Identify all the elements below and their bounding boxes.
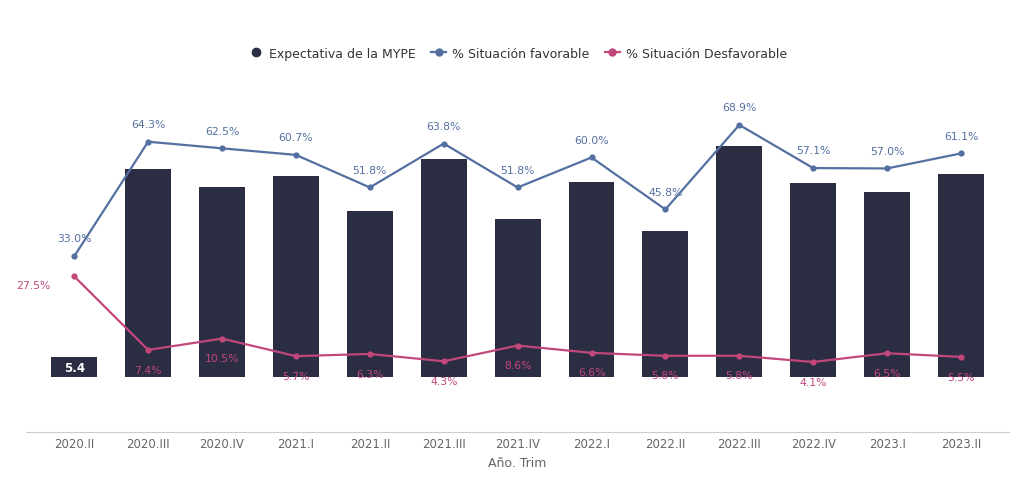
Bar [938, 174, 984, 377]
Bar [347, 211, 393, 377]
Text: 6.3%: 6.3% [356, 369, 384, 379]
Text: 62.5%: 62.5% [205, 126, 240, 136]
Text: 5.5%: 5.5% [947, 372, 975, 382]
Text: 5.8%: 5.8% [726, 371, 753, 380]
Text: 8.6%: 8.6% [504, 361, 531, 370]
Text: 5.7%: 5.7% [283, 371, 309, 381]
Text: 60.7%: 60.7% [279, 133, 313, 143]
Text: 10.5%: 10.5% [205, 353, 240, 363]
Bar [568, 182, 614, 377]
Bar [273, 176, 318, 377]
Bar [421, 160, 467, 377]
Text: 7.4%: 7.4% [134, 365, 162, 375]
Text: 57.0%: 57.0% [869, 146, 904, 156]
Bar [495, 219, 541, 377]
Text: 63.8%: 63.8% [427, 121, 461, 132]
Text: 5.8%: 5.8% [651, 371, 679, 380]
Text: 68.9%: 68.9% [722, 103, 757, 113]
Bar [51, 358, 97, 377]
Text: 6.5%: 6.5% [873, 368, 901, 378]
Text: 4.3%: 4.3% [430, 376, 458, 386]
Bar [642, 231, 688, 377]
Bar [125, 169, 171, 377]
Bar [791, 184, 836, 377]
Text: 33.0%: 33.0% [57, 234, 91, 244]
Bar [199, 187, 245, 377]
Text: 64.3%: 64.3% [131, 120, 165, 130]
Text: 4.1%: 4.1% [800, 377, 827, 387]
X-axis label: Año. Trim: Año. Trim [488, 456, 547, 469]
Text: 6.6%: 6.6% [578, 368, 605, 378]
Bar [864, 193, 910, 377]
Text: 27.5%: 27.5% [16, 280, 51, 290]
Text: 45.8%: 45.8% [648, 187, 683, 197]
Text: 51.8%: 51.8% [352, 166, 387, 175]
Text: 5.4: 5.4 [63, 361, 85, 374]
Text: 51.8%: 51.8% [501, 166, 535, 175]
Text: 57.1%: 57.1% [796, 146, 830, 156]
Text: 60.0%: 60.0% [574, 136, 609, 145]
Legend: Expectativa de la MYPE, % Situación favorable, % Situación Desfavorable: Expectativa de la MYPE, % Situación favo… [243, 43, 792, 66]
Text: 61.1%: 61.1% [944, 131, 978, 141]
Bar [717, 147, 762, 377]
